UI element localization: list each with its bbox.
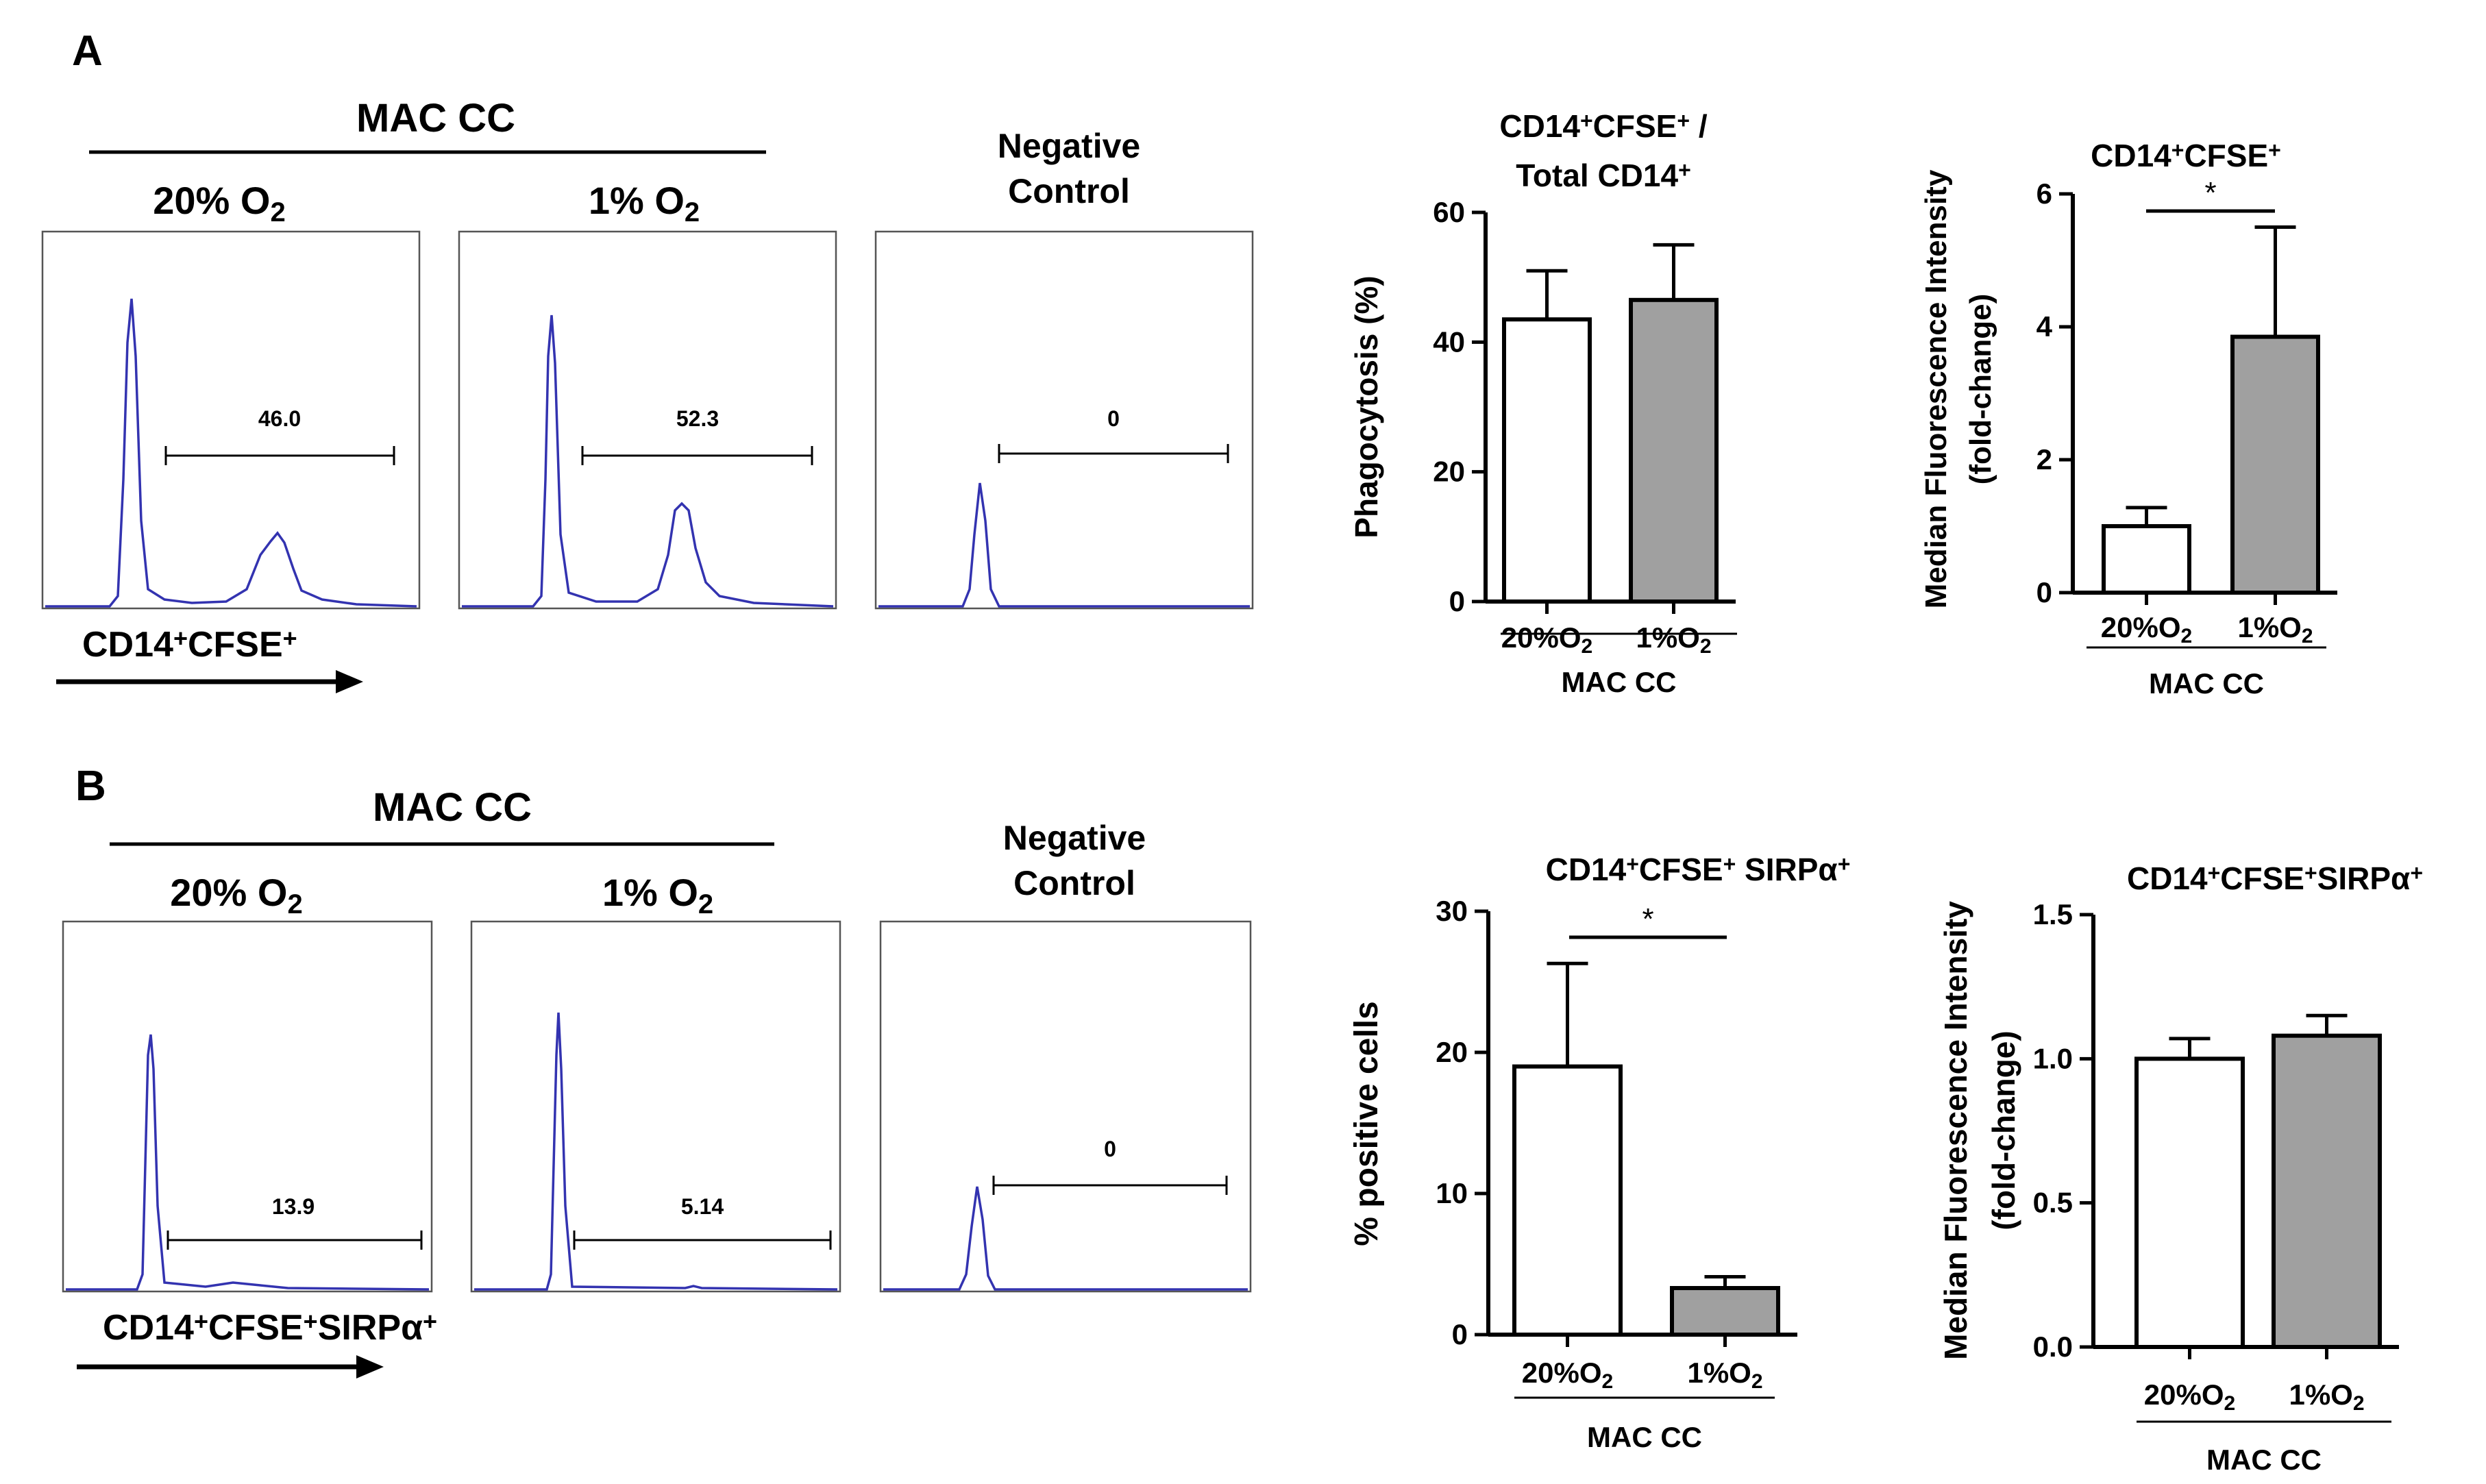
panel-a-flow: A MAC CC 20% O2 1% O2 Negative Control 4… (41, 27, 1254, 693)
chart-B-mfi-ylabel-line2: (fold-change) (1986, 1030, 2021, 1230)
panel-a-label: A (72, 27, 103, 75)
panel-a-axis-arrow-head (336, 670, 363, 693)
panel-b-hist-2-frame (470, 920, 841, 1293)
chart-B-pos-category-label: 20%O2 (1522, 1357, 1613, 1393)
chart-A-phago-bar (1629, 297, 1719, 604)
chart-B-mfi-title: CD14+CFSE+SIRPα+ (2127, 861, 2423, 896)
chart-B-pos-ylabel: % positive cells (1349, 1001, 1385, 1246)
chart-A-mfi-ytick-label: 6 (2036, 177, 2052, 210)
chart-B-mfi-ytick-label: 0.5 (2033, 1187, 2073, 1219)
panel-b-gate-1-value: 13.9 (272, 1194, 315, 1219)
panel-b-hist-2-curve (474, 1012, 838, 1291)
panel-a-gate-3-value: 0 (1107, 406, 1120, 431)
chart-B-mfi-group-label: MAC CC (2206, 1444, 2322, 1476)
panel-b-flow: B MAC CC 20% O2 1% O2 Negative Control 1… (62, 763, 1252, 1378)
chart-B-mfi-ytick-label: 1.0 (2033, 1042, 2073, 1074)
chart-B-pos-bar (1670, 1286, 1780, 1337)
panel-b-cond-1: 20% O2 (170, 871, 302, 919)
panel-b-negctrl-2: Control (1013, 864, 1135, 902)
panel-a-hist-3-curve (878, 482, 1250, 608)
panel-b-gate-2-value: 5.14 (681, 1194, 724, 1219)
chart-A-mfi-title: CD14+CFSE+ (2091, 138, 2281, 173)
chart-A-mfi-category-label: 20%O2 (2101, 611, 2192, 647)
chart-A-mfi-bar (2230, 334, 2320, 595)
chart-B-mfi-bar (2134, 1056, 2245, 1350)
chart-A-mfi-ytick-label: 4 (2036, 310, 2053, 343)
chart-B-pos: CD14+CFSE+ SIRPα+ % positive cells 0 10 20 30… (1349, 852, 1850, 1453)
panel-a-hist-3-frame (874, 230, 1254, 610)
panel-a-negctrl-1: Negative (998, 127, 1140, 165)
chart-A-phago-ytick-label: 20 (1433, 456, 1465, 488)
panel-a-cond-1: 20% O2 (153, 179, 285, 227)
panel-a-hist-2-frame (458, 230, 837, 610)
chart-A-mfi-category-label: 1%O2 (2237, 611, 2313, 647)
panel-b-hist-1-frame (62, 920, 433, 1293)
chart-B-mfi-ylabel: Median Fluorescence Intensity (1938, 901, 1973, 1360)
chart-B-mfi-ytick-label: 1.5 (2033, 898, 2073, 930)
chart-B-pos-ytick-label: 10 (1436, 1177, 1468, 1209)
panel-b-group-label: MAC CC (373, 785, 532, 830)
panel-a-negctrl-2: Control (1008, 172, 1130, 210)
panel-b-axis-arrow-head (356, 1355, 384, 1378)
chart-A-phago-group-label: MAC CC (1562, 666, 1677, 698)
chart-B-mfi: CD14+CFSE+SIRPα+ Median Fluorescence Inte… (1938, 861, 2423, 1476)
panel-a-hist-2-curve (462, 314, 834, 608)
chart-A-mfi-group-label: MAC CC (2149, 667, 2264, 700)
chart-B-pos-ytick-label: 20 (1436, 1036, 1468, 1068)
chart-A-mfi-ylabel: Median Fluorescence Intensity (1919, 169, 1953, 608)
chart-A-phago-title-line2: Total CD14+ (1516, 158, 1691, 193)
panel-b-hist-1-curve (66, 1034, 430, 1291)
chart-A-mfi: CD14+CFSE+ Median Fluorescence Intensity (… (1919, 138, 2337, 700)
chart-B-mfi-category-label: 20%O2 (2144, 1378, 2235, 1415)
chart-B-pos-ytick-label: 0 (1452, 1318, 1468, 1350)
chart-A-mfi-significance-star: * (2204, 176, 2216, 210)
panel-b-negctrl-1: Negative (1003, 819, 1146, 857)
panel-b-label: B (75, 763, 106, 810)
chart-A-phago-ytick-label: 40 (1433, 325, 1465, 358)
chart-A-phago-title: CD14+CFSE+ / (1499, 108, 1707, 144)
panel-b-hist-3-curve (883, 1186, 1248, 1291)
chart-B-pos-significance-star: * (1642, 902, 1653, 936)
chart-A-phago: CD14+CFSE+ / Total CD14+ Phagocytosis (%) 0… (1349, 108, 1737, 698)
chart-A-phago-bar (1502, 317, 1592, 604)
chart-B-mfi-bar (2272, 1033, 2382, 1350)
chart-A-phago-category-label: 1%O2 (1636, 621, 1711, 658)
panel-a-cond-2: 1% O2 (589, 179, 700, 227)
chart-B-pos-bar (1512, 1064, 1623, 1337)
panel-a-group-label: MAC CC (356, 96, 515, 140)
bar-charts: CD14+CFSE+ / Total CD14+ Phagocytosis (%) 0… (1349, 108, 2423, 1476)
chart-B-pos-ytick-label: 30 (1436, 895, 1468, 927)
panel-b-hist-3-frame (879, 920, 1252, 1293)
panel-a-hist-1-curve (45, 298, 417, 608)
chart-A-mfi-bar (2102, 524, 2191, 595)
chart-B-mfi-category-label: 1%O2 (2289, 1378, 2364, 1415)
chart-A-mfi-ytick-label: 2 (2036, 443, 2052, 475)
panel-a-axis-label: CD14+CFSE+ (82, 624, 297, 665)
chart-B-mfi-ytick-label: 0.0 (2033, 1331, 2073, 1363)
chart-B-pos-category-label: 1%O2 (1687, 1357, 1762, 1393)
panel-a-gate-1-value: 46.0 (258, 406, 301, 431)
panel-b-axis-label: CD14+CFSE+SIRPα+ (103, 1307, 437, 1348)
chart-A-phago-category-label: 20%O2 (1501, 621, 1592, 658)
chart-B-pos-group-label: MAC CC (1587, 1421, 1702, 1453)
chart-A-phago-ytick-label: 60 (1433, 196, 1465, 228)
chart-A-mfi-ytick-label: 0 (2036, 576, 2052, 608)
chart-A-mfi-ylabel-line2: (fold-change) (1964, 294, 1997, 485)
panel-a-hist-1-frame (41, 230, 421, 610)
chart-A-phago-ylabel: Phagocytosis (%) (1349, 275, 1384, 538)
chart-A-phago-ytick-label: 0 (1449, 585, 1465, 617)
panel-b-gate-3-value: 0 (1104, 1137, 1116, 1161)
panel-a-gate-2-value: 52.3 (676, 406, 719, 431)
chart-B-pos-title: CD14+CFSE+ SIRPα+ (1546, 852, 1851, 887)
panel-b-cond-2: 1% O2 (602, 871, 713, 919)
